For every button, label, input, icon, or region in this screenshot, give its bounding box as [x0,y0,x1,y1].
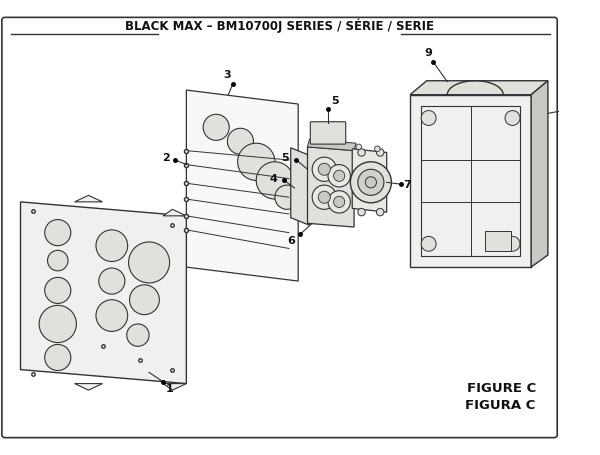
Circle shape [318,191,331,203]
Polygon shape [410,95,531,267]
Polygon shape [163,209,187,216]
Polygon shape [352,149,387,212]
Circle shape [47,250,68,271]
Polygon shape [410,81,548,95]
Polygon shape [531,81,548,267]
Text: FIGURE C: FIGURE C [467,382,536,395]
Circle shape [203,114,229,141]
FancyBboxPatch shape [568,105,586,124]
Circle shape [275,185,299,209]
Circle shape [99,268,125,294]
Circle shape [421,236,436,251]
Circle shape [334,196,345,207]
Circle shape [256,162,293,199]
Circle shape [358,169,384,195]
Circle shape [39,305,76,343]
Circle shape [350,162,391,203]
FancyBboxPatch shape [310,122,346,144]
Circle shape [505,236,520,251]
Text: 7: 7 [403,180,411,190]
Text: 5: 5 [331,96,338,106]
Circle shape [572,110,581,119]
Circle shape [227,128,253,154]
Circle shape [45,278,71,303]
Polygon shape [291,148,310,225]
Circle shape [374,146,380,152]
Polygon shape [308,139,356,151]
Circle shape [334,170,345,182]
Circle shape [376,149,384,156]
Circle shape [328,191,350,213]
Polygon shape [74,384,103,390]
Circle shape [130,285,160,314]
Polygon shape [308,147,354,227]
Circle shape [96,300,128,331]
Circle shape [45,344,71,370]
Circle shape [128,242,170,283]
Circle shape [318,163,331,175]
Circle shape [358,149,365,156]
Circle shape [376,208,384,216]
Text: 1: 1 [166,384,173,394]
Text: FIGURA C: FIGURA C [466,399,536,411]
Bar [485,231,511,251]
Text: 3: 3 [224,70,231,80]
Text: 5: 5 [281,153,289,163]
Text: 6: 6 [287,236,295,246]
Text: BLACK MAX – BM10700J SERIES / SÉRIE / SERIE: BLACK MAX – BM10700J SERIES / SÉRIE / SE… [125,19,434,33]
Circle shape [358,208,365,216]
Circle shape [45,220,71,246]
Text: 2: 2 [162,153,170,163]
Circle shape [127,324,149,346]
FancyBboxPatch shape [2,17,557,438]
Polygon shape [163,384,187,390]
Circle shape [365,177,376,188]
Circle shape [505,111,520,126]
Circle shape [421,111,436,126]
Circle shape [238,143,275,181]
Circle shape [328,165,350,187]
Circle shape [96,230,128,262]
Circle shape [356,144,362,150]
Circle shape [312,185,337,209]
Text: 4: 4 [270,173,278,183]
Polygon shape [187,90,298,281]
Circle shape [312,157,337,182]
Polygon shape [74,195,103,202]
Polygon shape [20,202,187,384]
Text: 9: 9 [425,48,433,58]
